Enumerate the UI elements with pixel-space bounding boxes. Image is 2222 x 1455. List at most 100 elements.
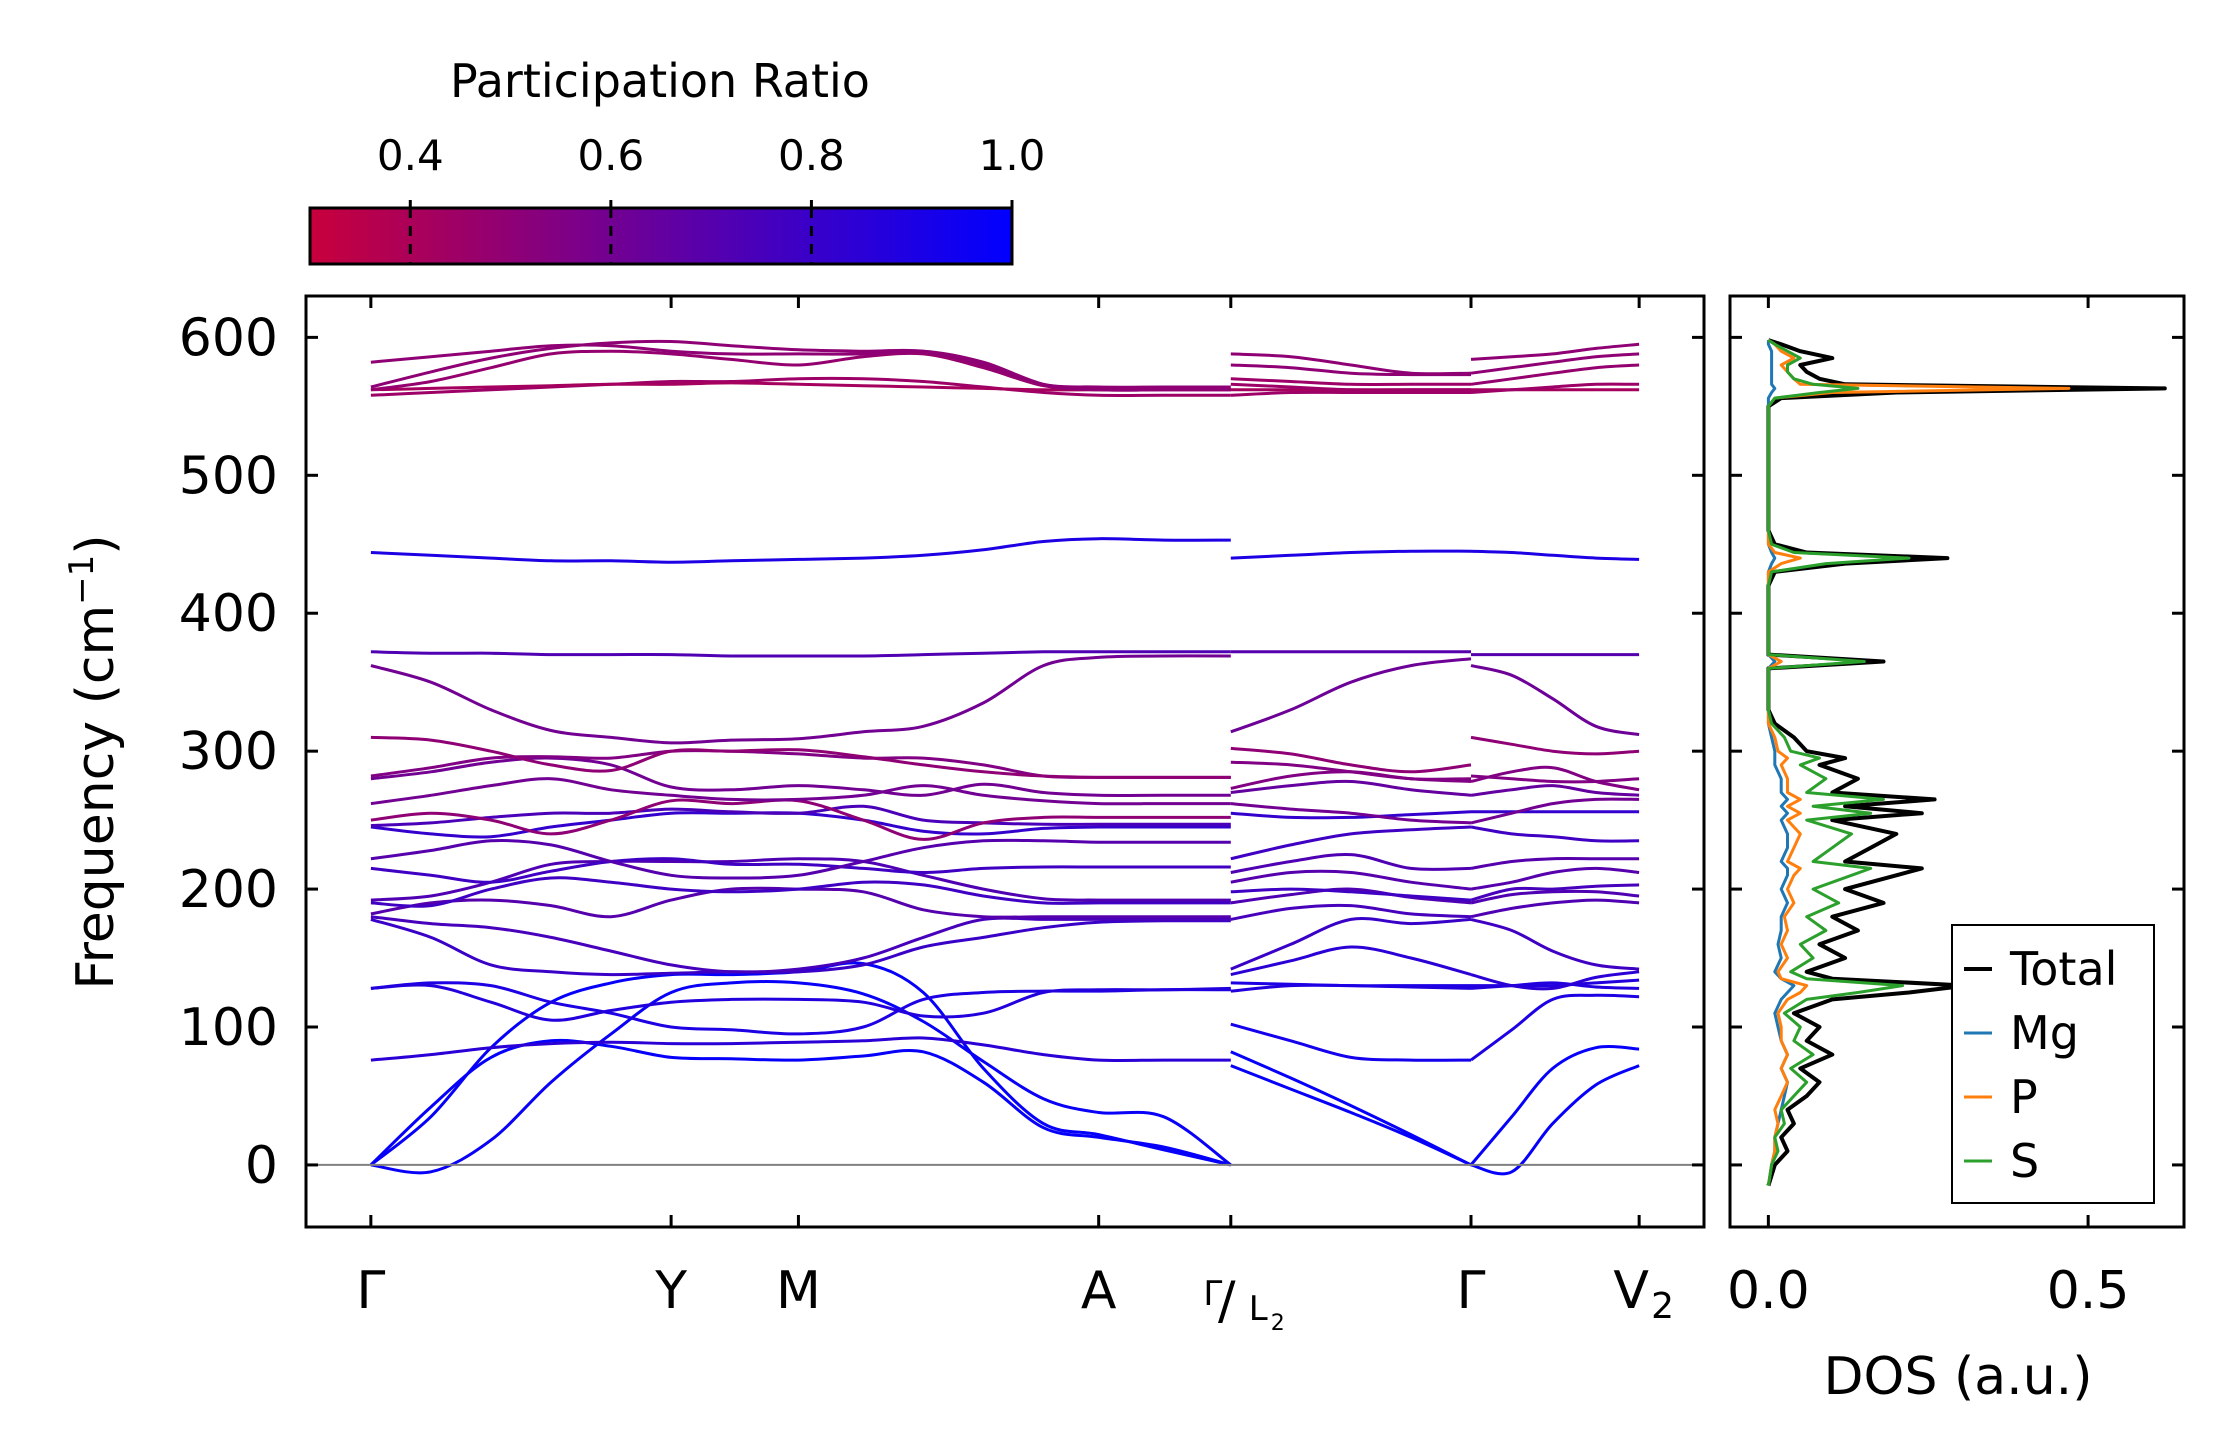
phonon-band	[1230, 887, 1472, 902]
phonon-band	[1470, 784, 1640, 797]
phonon-band	[1470, 735, 1640, 756]
phonon-band	[370, 654, 1231, 745]
dos-lines	[1766, 338, 2167, 1187]
phonon-band	[370, 838, 1231, 880]
kpoint-label: A	[1081, 1261, 1117, 1321]
phonon-band	[1230, 390, 1471, 397]
kpoint-label: Γ	[1203, 1274, 1222, 1314]
colorbar-strip	[308, 206, 1014, 266]
phonon-band	[1470, 797, 1640, 825]
band-lines	[369, 339, 1640, 1176]
y-axis-label: Frequency (cm−1)	[62, 534, 126, 989]
phonon-band	[370, 917, 1231, 977]
phonon-band	[370, 650, 1231, 658]
phonon-band	[1470, 825, 1640, 843]
colorbar: Participation Ratio 0.4 0.6 0.8 1.0	[308, 54, 1046, 266]
phonon-band	[1470, 970, 1640, 991]
colorbar-title: Participation Ratio	[450, 54, 870, 108]
y-tick-label: 100	[179, 998, 278, 1058]
legend-label: Total	[2009, 942, 2117, 996]
colorbar-ticks: 0.4 0.6 0.8 1.0	[377, 131, 1046, 264]
phonon-band	[1230, 802, 1472, 825]
phonon-band	[370, 537, 1231, 564]
phonon-band	[370, 980, 1232, 1175]
kpoint-label: Γ	[1457, 1261, 1486, 1321]
phonon-band	[1230, 1064, 1472, 1167]
phonon-band	[1469, 1045, 1640, 1166]
phonon-band	[1470, 857, 1640, 870]
y-tick-label: 300	[179, 722, 278, 782]
legend-label: S	[2010, 1134, 2039, 1188]
legend-label: P	[2010, 1070, 2038, 1124]
phonon-band	[1230, 887, 1472, 905]
phonon-band	[1230, 981, 1471, 988]
phonon-band	[370, 804, 1231, 828]
kpoint-label: Y	[654, 1261, 687, 1321]
dos-x-tick-label: 0.5	[2047, 1261, 2130, 1321]
y-axis-label-base: Frequency (cm	[66, 605, 126, 990]
dos-x-axis-label: DOS (a.u.)	[1824, 1347, 2093, 1407]
phonon-band	[1470, 866, 1640, 891]
phonon-band	[1230, 746, 1472, 774]
phonon-band	[1230, 779, 1472, 797]
phonon-band	[1230, 810, 1472, 820]
bands-frame	[304, 294, 1706, 1229]
phonon-band	[1230, 760, 1472, 781]
y-axis-label-close: )	[66, 534, 126, 554]
phonon-band	[1470, 993, 1640, 1062]
kpoint-label: V	[1613, 1261, 1649, 1321]
phonon-band	[1230, 657, 1472, 734]
phonon-band	[370, 339, 1231, 389]
phonon-band	[1470, 342, 1640, 361]
phonon-band	[370, 798, 1231, 841]
dos-line-s	[1766, 338, 1911, 1186]
dos-y-ticks	[1730, 335, 2184, 1167]
phonon-band	[1230, 852, 1472, 874]
dos-legend: Total Mg PS	[1951, 924, 2155, 1204]
phonon-band	[370, 777, 1231, 806]
phonon-band	[1230, 945, 1472, 977]
phonon-band	[1470, 363, 1640, 386]
y-tick-label: 500	[179, 446, 278, 506]
phonon-band	[1230, 549, 1472, 560]
phonon-band	[1230, 1022, 1472, 1062]
bands-y-ticks: 0 100 200 300 400 500 600	[179, 308, 1704, 1196]
phonon-band	[370, 915, 1231, 974]
phonon-band	[1470, 889, 1640, 905]
phonon-band	[370, 343, 1231, 392]
kpoint-sub-label: L	[1249, 1289, 1268, 1329]
legend-label: Mg	[2010, 1006, 2079, 1060]
kpoint-sub-index: 2	[1271, 1311, 1285, 1336]
phonon-band	[1470, 1064, 1640, 1176]
phonon-band	[370, 1036, 1231, 1062]
y-tick-label: 400	[179, 584, 278, 644]
phonon-band	[370, 876, 1231, 908]
phonon-band	[1230, 377, 1471, 386]
phonon-band	[1470, 917, 1640, 971]
phonon-band	[1470, 352, 1640, 375]
legend-box	[1951, 924, 2155, 1204]
phonon-band	[370, 983, 1231, 1022]
phonon-band	[370, 376, 1231, 398]
phonon-band	[1230, 903, 1472, 921]
phonon-band	[1470, 774, 1640, 784]
dos-x-ticks: 0.0 0.5	[1727, 296, 2129, 1321]
phonon-band	[370, 857, 1231, 884]
phonon-band	[1230, 869, 1472, 891]
y-tick-label: 600	[179, 308, 278, 368]
y-tick-label: 200	[179, 860, 278, 920]
kpoint-sub-index: 2	[1651, 1286, 1674, 1327]
phonon-band	[1470, 549, 1640, 561]
phonon-band	[1230, 917, 1472, 971]
y-axis-label-exponent: −1	[62, 555, 102, 605]
phonon-band	[1470, 978, 1640, 988]
phonon-band	[1470, 765, 1640, 792]
colorbar-tick-label: 1.0	[979, 131, 1046, 180]
dos-frame	[1728, 294, 2186, 1229]
kpoint-label: M	[776, 1261, 821, 1321]
phonon-band	[370, 735, 1231, 779]
colorbar-tick-label: 0.8	[778, 131, 845, 180]
kpoint-label: Γ	[356, 1261, 385, 1321]
phonon-band	[1470, 883, 1640, 902]
